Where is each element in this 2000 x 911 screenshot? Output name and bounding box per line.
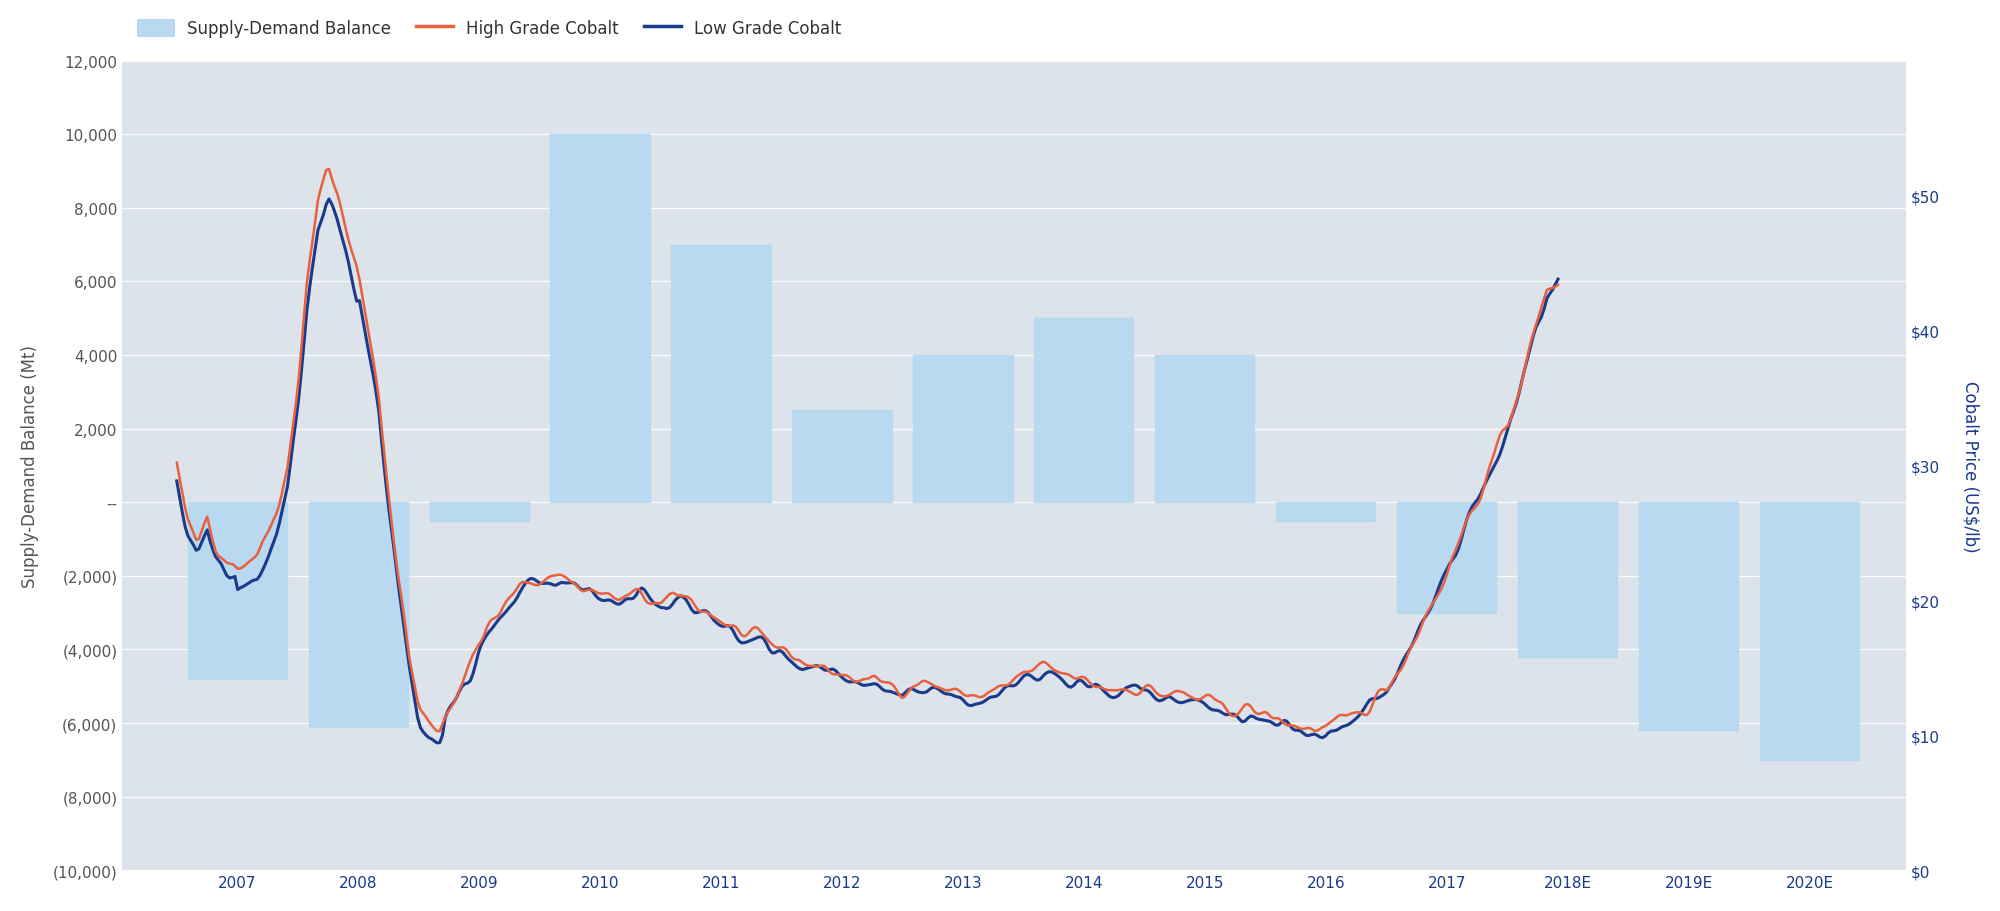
Bar <box>308 503 408 727</box>
Bar <box>672 245 770 503</box>
Bar <box>1760 503 1860 760</box>
Bar <box>1034 319 1134 503</box>
Bar <box>188 503 286 680</box>
Bar <box>550 135 650 503</box>
Bar <box>914 355 1012 503</box>
Y-axis label: Cobalt Price (US$/lb): Cobalt Price (US$/lb) <box>1962 380 1980 552</box>
Legend: Supply-Demand Balance, High Grade Cobalt, Low Grade Cobalt: Supply-Demand Balance, High Grade Cobalt… <box>130 14 848 45</box>
Bar <box>792 411 892 503</box>
Bar <box>1156 355 1254 503</box>
Bar <box>1518 503 1618 657</box>
Bar <box>430 503 528 521</box>
Y-axis label: Supply-Demand Balance (Mt): Supply-Demand Balance (Mt) <box>20 344 38 588</box>
Bar <box>1276 503 1376 521</box>
Bar <box>1640 503 1738 731</box>
Bar <box>1398 503 1496 613</box>
